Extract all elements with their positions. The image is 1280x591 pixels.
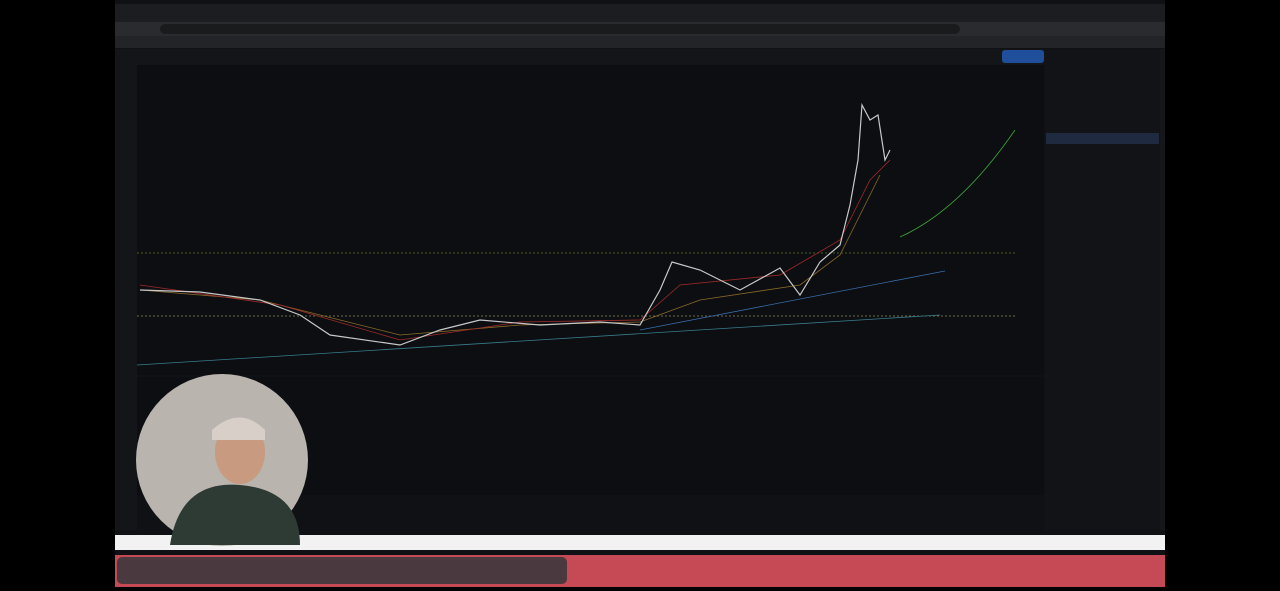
moving-average (139, 159, 891, 341)
chart-toolbar (115, 49, 1045, 65)
download-bar (115, 535, 1165, 550)
url-field (160, 24, 960, 34)
projection-line (899, 129, 1016, 238)
price-line (139, 102, 891, 346)
dock (117, 557, 567, 584)
right-bar (1160, 49, 1165, 530)
publish-button[interactable] (1002, 50, 1044, 63)
webcam-cap (212, 417, 265, 440)
selected-row (1046, 133, 1159, 144)
price-pane (137, 65, 1044, 375)
trend-line (639, 270, 946, 331)
moving-average (139, 174, 881, 336)
trend-line (136, 314, 941, 366)
drawing-toolbar (115, 65, 137, 530)
bookmark-bar (115, 36, 1165, 48)
watchlist-panel (1045, 49, 1160, 530)
tab-bar (115, 4, 1165, 22)
webcam-shirt (170, 484, 300, 545)
